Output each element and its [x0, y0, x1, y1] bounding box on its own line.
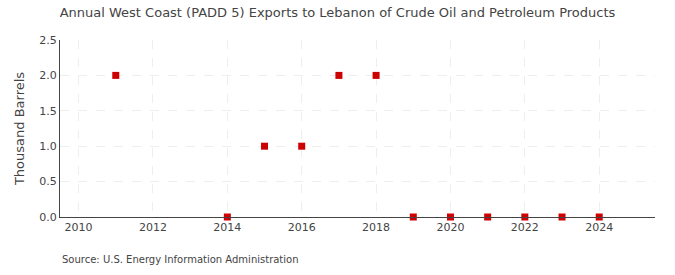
svg-text:2012: 2012: [139, 221, 167, 234]
svg-text:2010: 2010: [65, 221, 93, 234]
svg-text:0.5: 0.5: [39, 175, 57, 188]
svg-text:Source: U.S. Energy Informatio: Source: U.S. Energy Information Administ…: [62, 254, 299, 265]
svg-text:Thousand Barrels: Thousand Barrels: [12, 72, 27, 186]
svg-text:0.0: 0.0: [39, 211, 57, 224]
svg-text:2016: 2016: [288, 221, 316, 234]
svg-text:2024: 2024: [585, 221, 613, 234]
svg-text:2014: 2014: [213, 221, 241, 234]
svg-text:1.5: 1.5: [39, 105, 57, 118]
svg-text:2.5: 2.5: [39, 34, 57, 47]
svg-text:2.0: 2.0: [39, 69, 57, 82]
svg-text:Annual West Coast (PADD 5) Exp: Annual West Coast (PADD 5) Exports to Le…: [60, 5, 616, 20]
svg-text:1.0: 1.0: [39, 140, 57, 153]
svg-text:2022: 2022: [511, 221, 539, 234]
svg-text:2018: 2018: [362, 221, 390, 234]
svg-text:2020: 2020: [436, 221, 464, 234]
